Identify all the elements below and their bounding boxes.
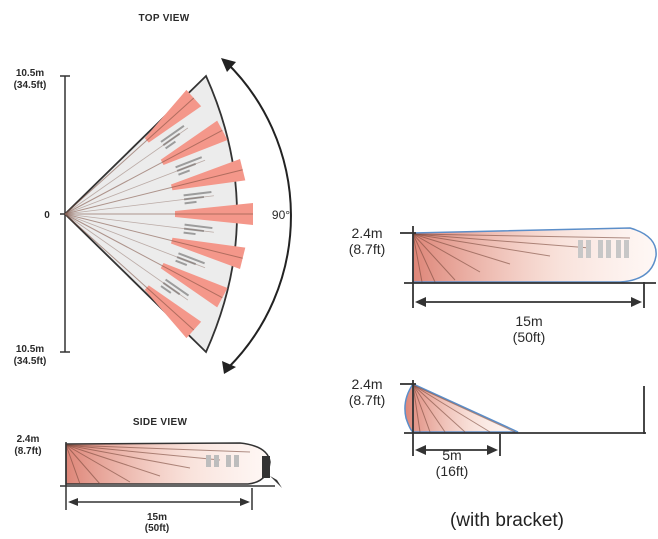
long-rays-ray-6 (412, 233, 436, 283)
side-range-imperial: (50ft) (145, 523, 169, 534)
fan-ray-1 (64, 129, 223, 215)
right-long-bars (578, 240, 629, 258)
short-rays-ray-0 (412, 384, 516, 433)
top-view-fan (63, 74, 253, 354)
short-rays-ray-1 (412, 384, 491, 433)
angle-label: 90° (272, 208, 290, 222)
side-rays-ray-2 (65, 444, 191, 469)
side-view-bars (206, 455, 239, 467)
right-short-arrow-right (487, 445, 498, 455)
fan-minor-ray-5 (64, 213, 189, 301)
right-long-height-metric: 2.4m (351, 225, 382, 241)
right-long-arrow-left (415, 297, 426, 307)
fan-ray-6 (64, 213, 195, 331)
fan-minor-ray-1 (64, 159, 206, 215)
fan-ray-4 (64, 213, 243, 259)
angle-arc (225, 61, 292, 369)
right-short-arrow-left (415, 445, 426, 455)
side-height-imperial: (8.7ft) (14, 446, 41, 457)
side-rays-ray-3 (65, 444, 161, 477)
fan-ray-5 (64, 213, 223, 299)
fan-minor-zone-5-2 (160, 285, 172, 294)
right-short-height-imperial: (8.7ft) (349, 392, 386, 408)
short-rays-ray-3 (412, 384, 446, 433)
fan-ray-0 (64, 97, 195, 215)
right-long-arrow-right (631, 297, 642, 307)
long-rays-ray-0 (412, 233, 631, 239)
angle-arrowhead-bottom (222, 361, 236, 374)
fan-minor-zone-5-0 (165, 278, 190, 297)
right-short-zone (404, 383, 519, 433)
side-range-metric: 15m (147, 512, 167, 523)
long-rays-ray-7 (412, 233, 423, 283)
right-long-profile: 2.4m (8.7ft) 15m (50ft) (349, 225, 657, 345)
long-rays-ray-4 (412, 233, 481, 273)
side-view: SIDE VIEW 2.4m (8.7ft) 15m (50ft) (14, 417, 282, 534)
side-view-sensor (262, 456, 270, 478)
top-upper-imperial: (34.5ft) (14, 80, 47, 91)
side-rays-ray-4 (65, 444, 131, 483)
long-rays-ray-1 (412, 233, 591, 249)
right-short-profile: 2.4m (8.7ft) 5m (16ft) (349, 376, 646, 479)
fan-minor-zone-1-2 (178, 169, 191, 176)
top-upper-metric: 10.5m (16, 68, 44, 79)
top-center-label: 0 (44, 210, 50, 221)
top-view-title: TOP VIEW (139, 13, 190, 24)
side-view-title: SIDE VIEW (133, 417, 188, 428)
fan-minor-zone-2-2 (184, 200, 197, 205)
side-rays-ray-6 (65, 444, 81, 485)
right-short-range-metric: 5m (442, 447, 461, 463)
side-rays-ray-0 (65, 444, 251, 453)
right-short-range-imperial: (16ft) (436, 463, 469, 479)
side-height-metric: 2.4m (17, 434, 40, 445)
right-short-rays (412, 384, 516, 433)
fan-minor-zone-0-2 (165, 140, 176, 150)
right-short-height-metric: 2.4m (351, 376, 382, 392)
fan-minor-zone-4-2 (175, 259, 188, 266)
side-view-rays (65, 444, 251, 485)
side-view-bracket (270, 476, 282, 488)
right-long-range-metric: 15m (515, 313, 542, 329)
long-rays-ray-5 (412, 233, 456, 281)
short-rays-ray-4 (412, 384, 431, 433)
fan-minor-ray-3 (64, 213, 214, 233)
short-rays-ray-2 (412, 384, 466, 433)
right-long-height-imperial: (8.7ft) (349, 241, 386, 257)
fan-ray-2 (64, 169, 243, 215)
side-dim-arrow-right (240, 498, 250, 506)
right-long-range-imperial: (50ft) (513, 329, 546, 345)
side-rays-ray-1 (65, 444, 221, 461)
side-dim-arrow-left (68, 498, 78, 506)
top-view: TOP VIEW 10.5m (34.5ft) 0 10.5m (34.5ft)… (14, 13, 292, 374)
angle-arrowhead-top (221, 58, 236, 72)
fan-minor-zone-3-2 (183, 231, 196, 236)
fan-minor-zone-2-0 (183, 191, 212, 197)
long-rays-ray-2 (412, 233, 551, 257)
fan-minor-ray-0 (64, 127, 189, 215)
side-rays-ray-5 (65, 444, 101, 485)
fan-minor-zone-3-0 (184, 223, 213, 230)
fan-minor-ray-4 (64, 213, 206, 269)
fan-minor-ray-2 (64, 195, 214, 215)
bracket-caption: (with bracket) (450, 510, 564, 531)
right-long-rays (412, 233, 631, 283)
top-lower-metric: 10.5m (16, 344, 44, 355)
fan-minor-zone-4-0 (178, 252, 205, 265)
fan-minor-zone-0-0 (160, 125, 185, 143)
fan-minor-zone-1-0 (175, 156, 203, 169)
top-lower-imperial: (34.5ft) (14, 356, 47, 367)
long-rays-ray-3 (412, 233, 511, 265)
short-rays-ray-5 (412, 384, 421, 433)
